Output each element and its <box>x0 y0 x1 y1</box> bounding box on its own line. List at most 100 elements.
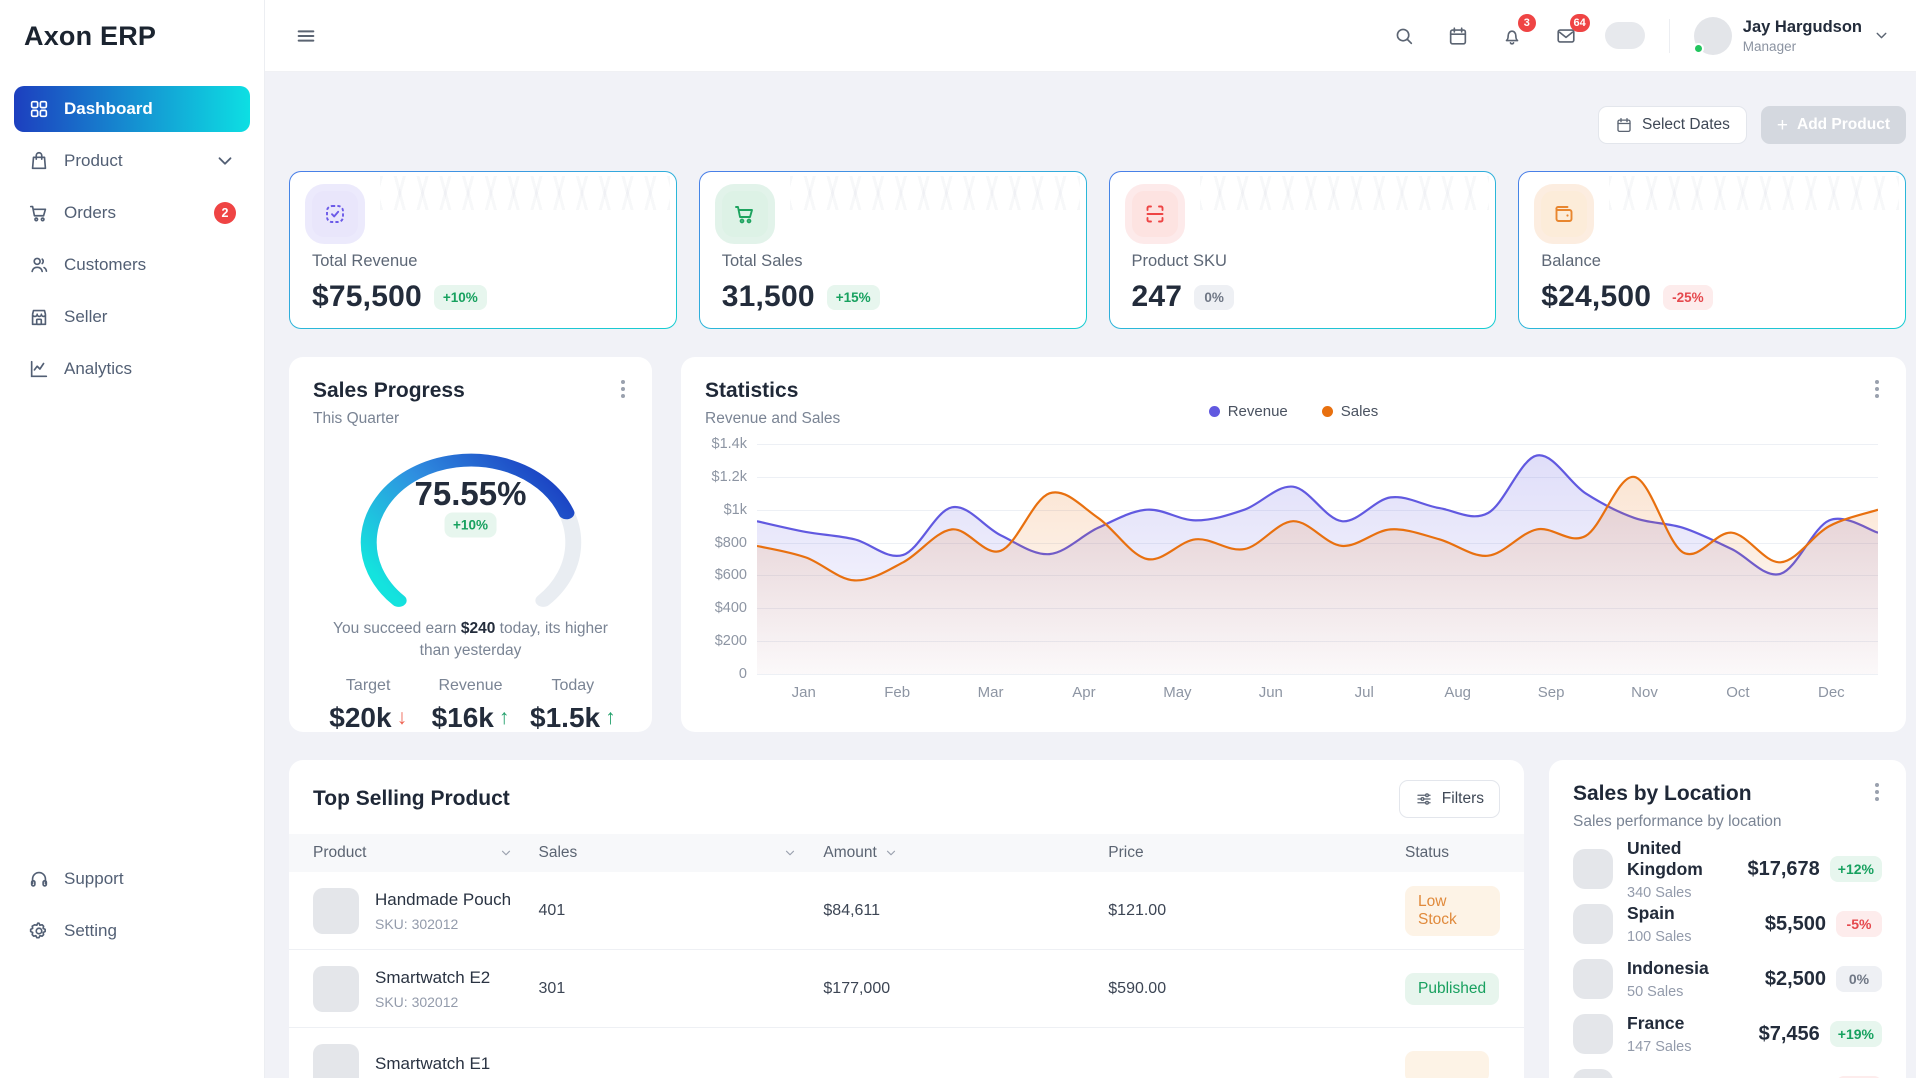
column-header-sales[interactable]: Sales <box>539 844 824 862</box>
stat-label: Total Sales <box>721 252 803 270</box>
sidebar-item-seller[interactable]: Seller <box>14 294 250 340</box>
topbar-divider <box>1668 18 1670 53</box>
store-icon <box>31 309 47 326</box>
metric-target: Target $20k ↓ <box>329 676 408 733</box>
mail-icon[interactable]: 64 <box>1551 13 1590 51</box>
kebab-menu-icon[interactable] <box>1866 377 1888 401</box>
kebab-menu-icon[interactable] <box>1866 780 1888 804</box>
chevron-down-icon <box>1876 32 1887 39</box>
sidebar-item-label: Orders <box>64 203 116 222</box>
location-delta-badge <box>1836 1076 1882 1078</box>
stat-delta-badge: +15% <box>826 284 880 310</box>
table-header-row: Product Sales Amount Price Status <box>289 834 1524 872</box>
stat-label: Balance <box>1541 252 1601 270</box>
user-menu[interactable]: Jay Hargudson Manager <box>1692 16 1890 55</box>
stat-card-product-sku: Product SKU 247 0% <box>1109 171 1497 329</box>
filters-icon <box>1417 793 1431 805</box>
location-item: Spain 100 Sales $5,500 -5% <box>1573 902 1882 946</box>
users-icon <box>31 257 48 273</box>
online-status-dot <box>1692 42 1704 54</box>
column-header-price[interactable]: Price <box>1108 844 1144 861</box>
sidebar-nav: Dashboard Product Orders 2 Customers Sel… <box>0 72 264 398</box>
kebab-menu-icon[interactable] <box>612 377 634 401</box>
chevron-down-icon <box>786 850 795 856</box>
gauge-percent: 75.55% <box>414 475 527 513</box>
shopping-bag-icon <box>31 151 47 170</box>
bell-icon[interactable]: 3 <box>1497 13 1536 51</box>
flag-placeholder <box>1573 1069 1613 1078</box>
stat-card-total-revenue: Total Revenue $75,500 +10% <box>289 171 677 329</box>
sidebar-item-orders[interactable]: Orders 2 <box>14 190 250 236</box>
gauge-delta-badge: +10% <box>444 512 497 538</box>
location-item: United Kingdom 340 Sales $17,678 +12% <box>1573 838 1882 901</box>
stat-delta-badge: +10% <box>433 284 487 310</box>
sidebar-item-dashboard[interactable]: Dashboard <box>14 86 250 132</box>
sidebar-footer: Support Setting <box>0 856 264 1078</box>
cart-icon <box>721 191 768 237</box>
stat-cards: Total Revenue $75,500 +10% Total Sales 3… <box>289 171 1906 329</box>
avatar <box>1692 16 1732 55</box>
status-badge <box>1405 1050 1490 1078</box>
chevron-down-icon <box>218 157 232 165</box>
sidebar-item-analytics[interactable]: Analytics <box>14 346 250 392</box>
hamburger-menu-icon[interactable] <box>291 21 321 51</box>
statistics-subtitle: Revenue and Sales <box>705 410 841 427</box>
column-header-product[interactable]: Product <box>313 844 539 862</box>
column-header-status[interactable]: Status <box>1405 844 1449 861</box>
filters-button[interactable]: Filters <box>1398 780 1500 818</box>
stat-delta-badge: -25% <box>1663 284 1713 310</box>
user-role: Manager <box>1742 38 1797 54</box>
sidebar-item-setting[interactable]: Setting <box>14 908 250 954</box>
revenue-sales-chart: $1.4k $1.2k $1k $800 $600 $400 $200 0 Jan Feb Mar… <box>705 436 1882 701</box>
sales-progress-subtitle: This Quarter <box>313 410 400 427</box>
sidebar-item-label: Setting <box>64 921 117 940</box>
product-thumbnail <box>313 1043 359 1078</box>
flag-placeholder <box>1573 1014 1613 1054</box>
dashboard-grid-icon <box>30 100 48 118</box>
product-thumbnail <box>313 887 359 934</box>
sidebar: Axon ERP Dashboard Product Orders 2 Cust… <box>0 0 265 1078</box>
sidebar-item-label: Dashboard <box>64 99 153 118</box>
sidebar-item-product[interactable]: Product <box>14 138 250 184</box>
app-logo: Axon ERP <box>24 21 157 51</box>
status-badge: Published <box>1405 972 1500 1005</box>
location-delta-badge: +12% <box>1829 856 1882 882</box>
add-product-button[interactable]: + Add Product <box>1760 106 1906 144</box>
orders-count-badge: 2 <box>214 202 236 224</box>
table-title: Top Selling Product <box>313 787 510 810</box>
sidebar-item-support[interactable]: Support <box>14 856 250 902</box>
sidebar-item-label: Seller <box>64 307 108 326</box>
calendar-icon[interactable] <box>1443 21 1473 51</box>
flag-placeholder <box>1573 904 1613 944</box>
locations-title: Sales by Location <box>1573 782 1752 805</box>
sales-progress-gauge: 75.55% +10% <box>346 440 596 610</box>
gear-icon <box>29 922 46 939</box>
column-header-amount[interactable]: Amount <box>823 844 1108 862</box>
stat-value: 247 <box>1131 280 1183 313</box>
stat-value: $75,500 <box>312 280 422 313</box>
sales-progress-card: Sales Progress This Quarter 75.55% <box>289 357 652 734</box>
table-row[interactable]: Handmade Pouch SKU: 302012 401 $84,611 $1… <box>289 872 1524 950</box>
cart-icon <box>29 205 47 222</box>
table-row[interactable]: Smartwatch E1 <box>289 1028 1524 1078</box>
select-dates-button[interactable]: Select Dates <box>1598 106 1747 144</box>
sales-by-location-card: Sales by Location Sales performance by l… <box>1549 760 1906 1078</box>
sidebar-item-label: Analytics <box>64 359 133 378</box>
product-thumbnail <box>313 965 359 1012</box>
wallet-icon <box>1541 191 1588 237</box>
sidebar-item-customers[interactable]: Customers <box>14 242 250 288</box>
location-delta-badge: -5% <box>1836 911 1882 937</box>
dashboard-content: Select Dates + Add Product Total Revenue… <box>265 72 1916 1078</box>
table-row[interactable]: Smartwatch E2 SKU: 302012 301 $177,000 $5… <box>289 950 1524 1028</box>
locations-list: United Kingdom 340 Sales $17,678 +12% Spai… <box>1573 838 1882 1078</box>
statistics-card: Statistics Revenue and Sales Revenue Sal… <box>681 357 1906 732</box>
chevron-down-icon <box>501 850 510 856</box>
sales-progress-metrics: Target $20k ↓ Revenue $16k ↑ Today $1.5k ↑ <box>313 677 628 734</box>
x-axis-months: Jan Feb Mar Apr May Jun Jul Aug Sep Nov Oct Dec <box>791 684 1845 701</box>
sidebar-item-label: Customers <box>64 255 147 274</box>
locations-subtitle: Sales performance by location <box>1573 813 1782 830</box>
stat-delta-badge: 0% <box>1194 284 1235 310</box>
top-selling-product-card: Top Selling Product Filters Product Sale… <box>289 760 1524 1078</box>
arrow-down-icon: ↓ <box>396 705 408 729</box>
search-icon[interactable] <box>1389 21 1419 51</box>
